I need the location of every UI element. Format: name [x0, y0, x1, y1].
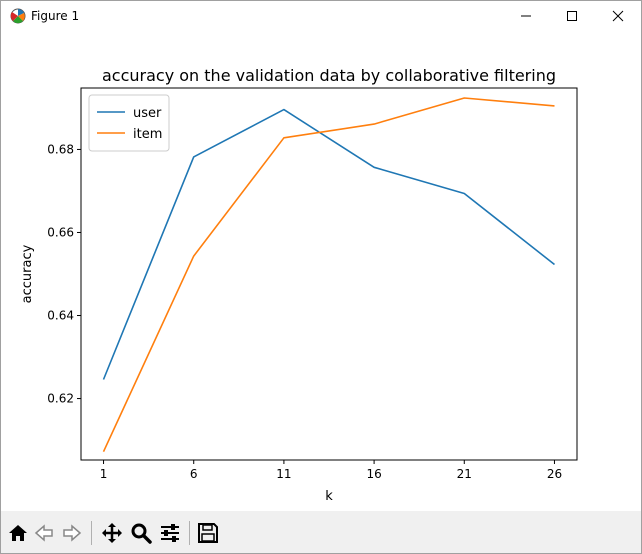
back-arrow-icon — [34, 524, 53, 542]
x-tick-label: 1 — [100, 467, 108, 481]
plot-area: 1 6 11 16 21 260.620.640.660.68 — [47, 97, 562, 481]
y-axis-label: accuracy — [20, 244, 35, 303]
x-tick-label: 6 — [190, 467, 198, 481]
maximize-button[interactable] — [549, 1, 595, 31]
maximize-icon — [567, 11, 577, 21]
minimize-icon — [521, 15, 531, 17]
toolbar-separator — [189, 521, 190, 545]
pan-move-icon — [102, 523, 122, 543]
legend-box — [88, 94, 170, 152]
x-axis-label: k — [325, 489, 333, 504]
configure-subplots-button[interactable] — [157, 520, 183, 546]
zoom-magnifier-icon — [131, 523, 152, 544]
x-tick-label: 16 — [366, 467, 381, 481]
forward-button[interactable] — [59, 520, 85, 546]
minimize-button[interactable] — [503, 1, 549, 31]
save-button[interactable] — [195, 520, 221, 546]
legend-entry-item: item — [133, 127, 162, 142]
x-tick-label: 11 — [276, 467, 291, 481]
y-tick-label: 0.62 — [47, 392, 74, 406]
series-line-user — [102, 108, 555, 380]
figure-canvas[interactable]: accuracy on the validation data by colla… — [1, 32, 641, 510]
close-button[interactable] — [595, 1, 641, 31]
pan-button[interactable] — [99, 520, 125, 546]
x-tick-label: 21 — [457, 467, 472, 481]
configure-subplots-icon — [161, 524, 179, 542]
legend-entry-user: user — [133, 106, 162, 121]
save-floppy-icon — [198, 523, 218, 543]
line-chart: accuracy on the validation data by colla… — [20, 66, 578, 504]
zoom-button[interactable] — [128, 520, 154, 546]
forward-arrow-icon — [63, 524, 82, 542]
legend: user item — [88, 94, 170, 152]
window-title: Figure 1 — [31, 9, 80, 23]
home-icon — [9, 525, 27, 541]
back-button[interactable] — [31, 520, 57, 546]
toolbar-separator — [91, 521, 92, 545]
matplotlib-icon — [10, 8, 26, 24]
y-tick-label: 0.68 — [47, 142, 74, 156]
home-button[interactable] — [5, 520, 31, 546]
title-bar[interactable]: Figure 1 — [1, 1, 641, 31]
axes-frame — [80, 87, 578, 461]
y-tick-label: 0.66 — [47, 225, 74, 239]
series-line-item — [102, 97, 555, 453]
close-icon — [612, 10, 624, 22]
chart-title: accuracy on the validation data by colla… — [102, 66, 556, 85]
x-tick-label: 26 — [547, 467, 562, 481]
navigation-toolbar — [1, 511, 641, 553]
y-tick-label: 0.64 — [47, 309, 74, 323]
